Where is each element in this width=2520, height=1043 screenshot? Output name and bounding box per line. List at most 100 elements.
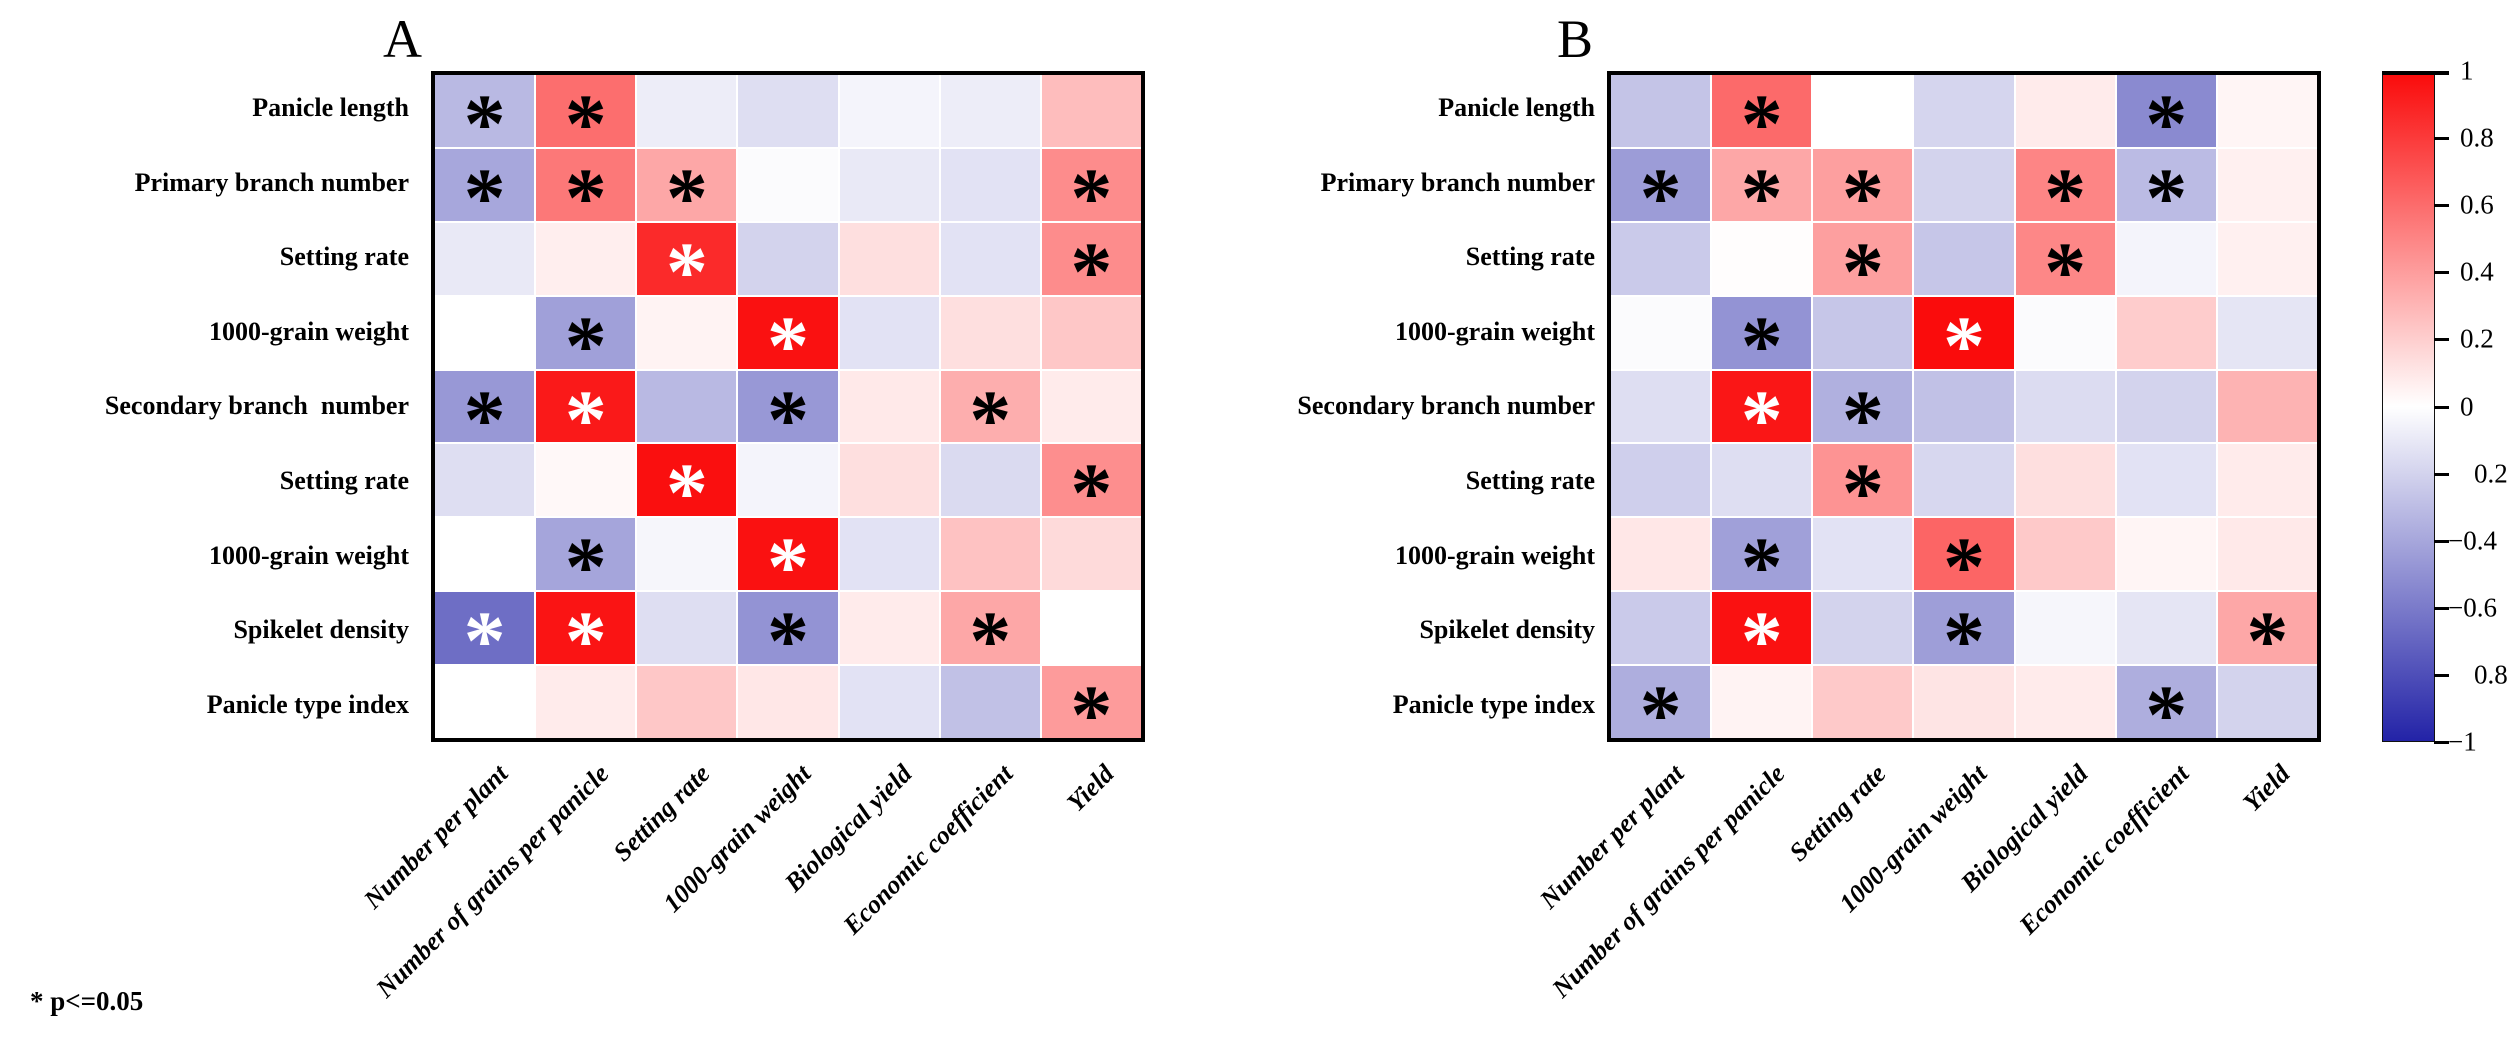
heatmap-a-cell-r3c6 <box>940 222 1040 295</box>
heatmap-b-cell-r5c1 <box>1611 370 1711 443</box>
heatmap-a-cell-r5c2: * <box>536 370 636 461</box>
heatmap-a-cell-r3c1 <box>435 222 535 295</box>
heatmap-a-cell-r1c2: * <box>536 75 636 166</box>
heatmap-b-cell-r4c4: * <box>1914 296 2014 387</box>
heatmap-b-cell-r5c3: * <box>1813 370 1913 461</box>
heatmap-a-cell-r5c5 <box>839 370 939 443</box>
heatmap-a-cell-r2c5 <box>839 148 939 221</box>
heatmap-b-cell-r3c2 <box>1712 222 1812 295</box>
colorbar-tick-label: −0.6 <box>2448 592 2497 623</box>
colorbar-tick-label: 0.8 <box>2460 122 2494 153</box>
heatmap-a-cell-r9c2 <box>536 666 636 738</box>
heatmap-b-cell-r9c7 <box>2217 666 2317 738</box>
heatmap-a-cell-r8c4: * <box>738 592 838 683</box>
heatmap-a-cell-r1c6 <box>940 75 1040 147</box>
heatmap-a: * * * * * * * * * * * * * * * * * * * * * * * <box>431 71 1145 757</box>
heatmap-a-cell-r4c6 <box>940 296 1040 369</box>
heatmap-b-cell-r2c2: * <box>1712 148 1812 240</box>
heatmap-a-cell-r4c4: * <box>738 296 838 387</box>
heatmap-b-cell-r4c3 <box>1813 296 1913 369</box>
heatmap-b-cell-r8c4: * <box>1914 592 2014 683</box>
heatmap-a-cell-r5c6: * <box>940 370 1040 461</box>
heatmap-a-cell-r1c5 <box>839 75 939 147</box>
colorbar-tick <box>2434 271 2449 275</box>
heatmap-b-cell-r9c5 <box>2015 666 2115 738</box>
heatmap-a-cell-r4c2: * <box>536 296 636 387</box>
heatmap-a-cell-r6c5 <box>839 444 939 517</box>
heatmap-b-cell-r3c3: * <box>1813 222 1913 314</box>
heatmap-a-cell-r8c6: * <box>940 592 1040 683</box>
heatmap-a-cell-r7c2: * <box>536 518 636 609</box>
heatmap-b-cell-r9c4 <box>1914 666 2014 738</box>
heatmap-b-cell-r1c2: * <box>1712 75 1812 166</box>
heatmap-a-cell-r5c3 <box>637 370 737 443</box>
heatmap-b-cell-r6c3: * <box>1813 444 1913 535</box>
heatmap-a-cell-r7c4: * <box>738 518 838 609</box>
heatmap-b-cell-r3c6 <box>2116 222 2216 295</box>
heatmap-b-cell-r6c6 <box>2116 444 2216 517</box>
row-label: Setting rate <box>1465 242 1595 272</box>
heatmap-b-cell-r7c3 <box>1813 518 1913 591</box>
colorbar-tick <box>2434 741 2449 744</box>
heatmap-b-cell-r8c6 <box>2116 592 2216 665</box>
heatmap-b-cell-r1c6: * <box>2116 75 2216 166</box>
colorbar-tick-label: 0.8 <box>2474 659 2508 690</box>
row-label: Panicle length <box>252 93 409 123</box>
row-label: Setting rate <box>279 466 409 496</box>
significance-asterisk: * <box>1070 668 1113 762</box>
heatmap-a-cell-r5c1: * <box>435 370 535 461</box>
heatmap-a-cell-r8c3 <box>637 592 737 665</box>
heatmap-b-cell-r5c7 <box>2217 370 2317 443</box>
heatmap-b-cell-r7c2: * <box>1712 518 1812 609</box>
heatmap-a-cell-r9c4 <box>738 666 838 738</box>
heatmap-b-cell-r7c5 <box>2015 518 2115 591</box>
significance-asterisk: * <box>1639 668 1682 762</box>
heatmap-a-cell-r4c7 <box>1041 296 1141 369</box>
heatmap-a-cell-r2c3: * <box>637 148 737 240</box>
colorbar-tick-label: −0.4 <box>2448 525 2497 556</box>
row-label: 1000-grain weight <box>1394 316 1595 346</box>
heatmap-a-cell-r1c4 <box>738 75 838 147</box>
row-label: 1000-grain weight <box>1394 540 1595 570</box>
heatmap-a-cell-r8c7 <box>1041 592 1141 665</box>
heatmap-a-cell-r6c6 <box>940 444 1040 517</box>
colorbar-tick <box>2434 606 2449 610</box>
heatmap-b-cell-r3c7 <box>2217 222 2317 295</box>
heatmap-b-cell-r4c2: * <box>1712 296 1812 387</box>
heatmap-b-cell-r2c5: * <box>2015 148 2115 240</box>
heatmap-a-cell-r3c4 <box>738 222 838 295</box>
heatmap-a-cell-r7c1 <box>435 518 535 591</box>
heatmap-b-cell-r9c6: * <box>2116 666 2216 757</box>
heatmap-b-cell-r2c4 <box>1914 148 2014 221</box>
heatmap-b-cell-r4c5 <box>2015 296 2115 369</box>
heatmap-b-cell-r6c5 <box>2015 444 2115 517</box>
heatmap-b-cell-r9c3 <box>1813 666 1913 738</box>
heatmap-a-cell-r7c5 <box>839 518 939 591</box>
heatmap-a-cell-r2c6 <box>940 148 1040 221</box>
colorbar-tick <box>2434 472 2449 476</box>
heatmap-a-cell-r9c3 <box>637 666 737 738</box>
heatmap-b-cell-r7c7 <box>2217 518 2317 591</box>
heatmap-b-cell-r1c7 <box>2217 75 2317 147</box>
heatmap-a-cell-r6c3: * <box>637 444 737 535</box>
heatmap-b-cell-r6c7 <box>2217 444 2317 517</box>
significance-footnote: * p<=0.05 <box>30 986 144 1016</box>
heatmap-a-cell-r3c7: * <box>1041 222 1141 314</box>
colorbar-tick-label: 0.2 <box>2460 323 2494 354</box>
heatmap-b-cell-r1c4 <box>1914 75 2014 147</box>
heatmap-b-cell-r1c5 <box>2015 75 2115 147</box>
heatmap-b-cell-r5c4 <box>1914 370 2014 443</box>
row-label: Secondary branch number <box>1297 391 1595 421</box>
heatmap-b-cell-r6c4 <box>1914 444 2014 517</box>
heatmap-a-cell-r9c1 <box>435 666 535 738</box>
row-label: Panicle length <box>1438 93 1595 123</box>
heatmap-a-cell-r8c5 <box>839 592 939 665</box>
heatmap-b-cell-r2c3: * <box>1813 148 1913 240</box>
heatmap-b-cell-r6c1 <box>1611 444 1711 517</box>
colorbar-tick <box>2434 204 2449 208</box>
heatmap-b-cell-r3c1 <box>1611 222 1711 295</box>
heatmap-a-cell-r6c7: * <box>1041 444 1141 535</box>
heatmap-b-cell-r2c1: * <box>1611 148 1711 240</box>
colorbar-tick <box>2434 137 2449 141</box>
